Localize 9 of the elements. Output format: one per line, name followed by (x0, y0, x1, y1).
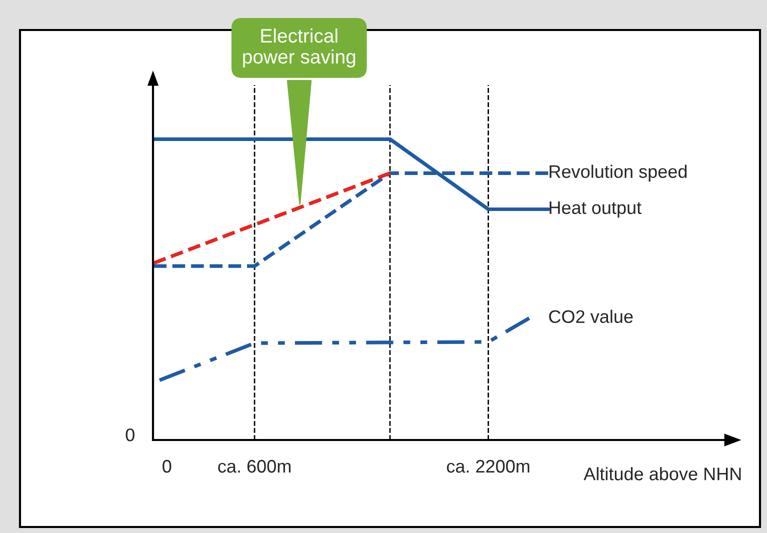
annotation: Electrical power saving (243, 28, 356, 68)
series-label: Heat output (550, 201, 642, 218)
x-tick-label: 0 (162, 460, 172, 473)
x-tick-label: ca. 2200m (446, 460, 530, 473)
text: 0 (126, 428, 134, 442)
series-label: CO2 value (549, 310, 633, 324)
x-axis-title: Altitude above NHN (584, 467, 741, 480)
x-tick-label: ca. 600m (218, 460, 290, 473)
series-label: Revolution speed (550, 164, 687, 182)
